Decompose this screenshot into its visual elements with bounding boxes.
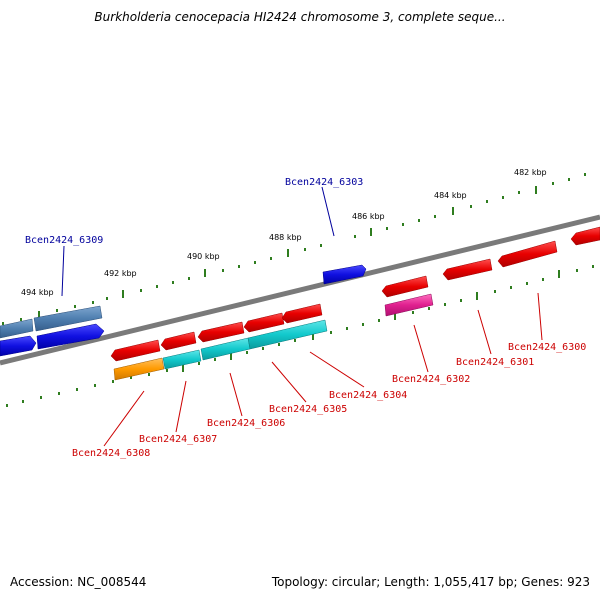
gene-bcen2424-6301[interactable] xyxy=(442,258,493,281)
forward-strand-genes xyxy=(0,264,367,357)
gene-bcen2424-6300[interactable] xyxy=(497,240,558,268)
label-bcen2424-6308[interactable]: Bcen2424_6308 xyxy=(72,448,150,459)
outer-major-ticks xyxy=(38,186,537,319)
scale-label-482: 482 kbp xyxy=(514,168,547,177)
gene-magenta[interactable] xyxy=(384,293,434,317)
gene-bcen2424-6306[interactable] xyxy=(200,337,251,361)
scale-label-492: 492 kbp xyxy=(104,269,137,278)
label-bcen2424-6300[interactable]: Bcen2424_6300 xyxy=(508,342,586,353)
gene-red-d[interactable] xyxy=(243,312,285,333)
scale-label-486: 486 kbp xyxy=(352,212,385,221)
scale-label-488: 488 kbp xyxy=(269,233,302,242)
gene-bcen2424-6309[interactable] xyxy=(33,305,103,332)
label-bcen2424-6304[interactable]: Bcen2424_6304 xyxy=(329,390,407,401)
gene-labels: Bcen2424_6303 Bcen2424_6309 Bcen2424_630… xyxy=(25,177,586,459)
label-bcen2424-6307[interactable]: Bcen2424_6307 xyxy=(139,434,217,445)
gene-red-a[interactable] xyxy=(110,339,161,362)
gene-red-edge[interactable] xyxy=(570,226,600,246)
label-bcen2424-6306[interactable]: Bcen2424_6306 xyxy=(207,418,285,429)
leader-lines xyxy=(61,186,543,447)
sequence-title: Burkholderia cenocepacia HI2424 chromoso… xyxy=(94,10,506,24)
gene-red-e[interactable] xyxy=(281,303,323,324)
gene-red-b[interactable] xyxy=(160,331,197,351)
outer-tick-track xyxy=(2,173,586,325)
gene-bcen2424-6305[interactable] xyxy=(247,319,328,350)
gene-red-c[interactable] xyxy=(197,321,245,343)
label-bcen2424-6301[interactable]: Bcen2424_6301 xyxy=(456,357,534,368)
label-bcen2424-6305[interactable]: Bcen2424_6305 xyxy=(269,404,347,415)
accession-text: Accession: NC_008544 xyxy=(10,575,147,589)
scale-label-484: 484 kbp xyxy=(434,191,467,200)
inner-major-ticks xyxy=(182,270,560,372)
gene-blue-1[interactable] xyxy=(0,335,37,357)
inner-tick-track xyxy=(6,265,594,407)
gene-bcen2424-6308[interactable] xyxy=(113,357,165,381)
scale-label-490: 490 kbp xyxy=(187,252,220,261)
gene-bcen2424-6307[interactable] xyxy=(162,349,202,370)
label-bcen2424-6302[interactable]: Bcen2424_6302 xyxy=(392,374,470,385)
gene-blue-2[interactable] xyxy=(36,323,105,350)
reverse-strand-genes xyxy=(110,226,600,381)
gene-steel-1[interactable] xyxy=(0,318,34,339)
label-bcen2424-6309[interactable]: Bcen2424_6309 xyxy=(25,235,103,246)
scale-label-494: 494 kbp xyxy=(21,288,54,297)
topology-summary: Topology: circular; Length: 1,055,417 bp… xyxy=(271,575,590,589)
label-bcen2424-6303[interactable]: Bcen2424_6303 xyxy=(285,177,363,188)
chromosome-backbone xyxy=(0,214,600,366)
gene-bcen2424-6302[interactable] xyxy=(381,275,429,298)
gene-bcen2424-6303[interactable] xyxy=(322,264,367,285)
